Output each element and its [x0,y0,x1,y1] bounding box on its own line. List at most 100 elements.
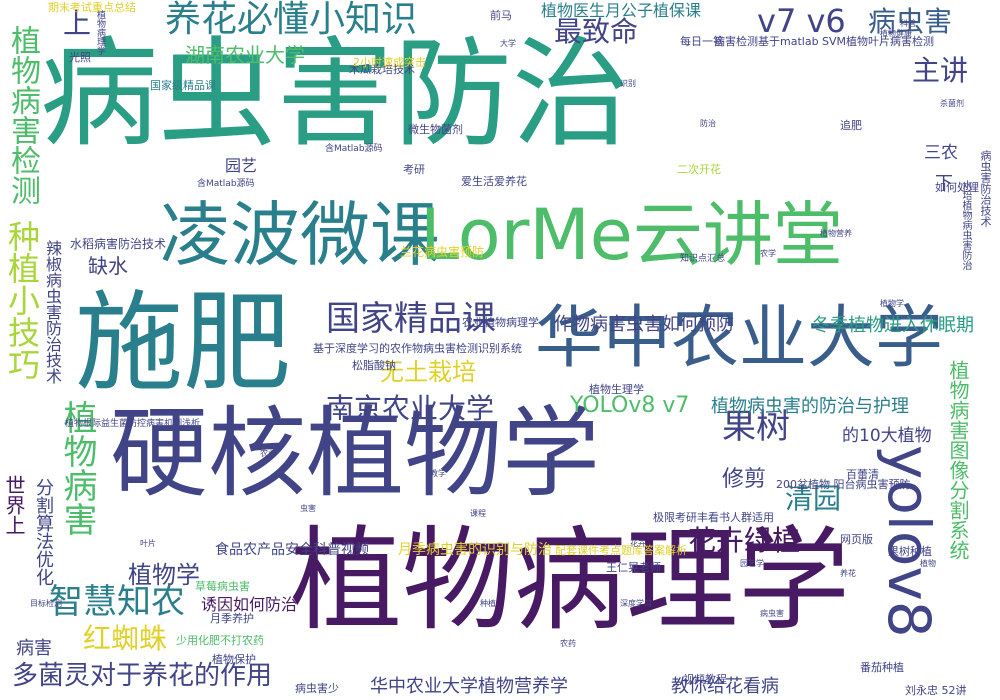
cloud-word: 叶片 [140,539,156,548]
cloud-word: 大学 [500,39,516,48]
cloud-word: 园艺学 [740,559,764,568]
cloud-word: 极限考研丰看书人群适用 [653,511,774,524]
cloud-word: 王仁晃老师 [606,561,661,574]
cloud-word: 凌波微课 [160,194,440,276]
cloud-word: v7 v6 [757,2,846,40]
cloud-word: 视频教程 [683,673,727,686]
cloud-word: 含Matlab源码 [197,179,255,189]
cloud-word: 花卉 [630,539,646,548]
cloud-word: 追肥 [840,119,862,132]
cloud-word: 植物生理学 [589,383,644,396]
cloud-word: 月季病虫害的识别与防治 [398,542,552,558]
cloud-word: 三农 [924,143,958,163]
cloud-word: 植物病虫害的防治与护理 [711,396,909,417]
cloud-word: 病虫害防治技术 [979,150,992,227]
cloud-word: 清园 [785,482,842,515]
cloud-word: 前马 [490,9,512,22]
cloud-word: 上 [63,7,92,40]
cloud-word: 病虫害防治 [40,25,631,163]
cloud-word: 辣椒病虫害防治技术 [43,240,62,384]
cloud-word: 农业植物病理学 [462,316,539,329]
cloud-word: 教学 [430,469,446,478]
cloud-word: 200盆植物 阳台病虫害预防 [776,478,911,491]
cloud-word: 湖南农业大学 [185,43,305,67]
cloud-word: 月季养护 [210,612,254,625]
cloud-word: 修剪 [722,467,767,492]
cloud-word: 植物学 [128,561,200,589]
cloud-word: 木瓜栽培技术 [349,63,415,76]
cloud-word: 含Matlab源码 [325,144,383,154]
cloud-word: 植物病害图像分割系统 [946,360,970,560]
cloud-word: 植物病理学 [95,10,105,55]
cloud-word: 果树种植 [888,545,932,558]
cloud-word: 植物健康 [880,29,912,38]
cloud-word: 智慧知农 [49,582,185,622]
cloud-word: 兰花病虫害预防 [400,245,485,259]
cloud-word: 诱因如何防治 [201,595,298,614]
cloud-word: 下 [935,173,953,194]
cloud-word: 虫害 [300,504,316,513]
cloud-word: 花卉绿植 [688,524,801,557]
cloud-word: 植物医生月公子植保课 [541,1,702,20]
cloud-word: 病虫害 [760,609,784,618]
cloud-word: 农药 [560,639,576,648]
cloud-word: 植物病理学 [290,516,850,646]
cloud-word: 世界上 [2,475,26,535]
cloud-word: 杀菌剂 [940,99,964,108]
cloud-word: 硬核植物学 [110,397,601,511]
cloud-word: 红蜘蛛 [83,622,168,655]
cloud-word: 病虫害少 [295,682,339,695]
cloud-word: 种植小技巧 [3,220,41,380]
cloud-word: 知识点汇总 [680,254,726,264]
cloud-word: 分割算法优化 [33,478,54,586]
cloud-word: 缺水 [88,254,128,278]
cloud-word: 养花 [840,569,856,578]
cloud-word: 如何处理 [935,181,979,194]
cloud-word: 国家级精品课 [150,79,216,92]
cloud-word: 华中农业大学 [535,299,944,378]
cloud-word: 多菌灵对于养花的作用 [12,661,273,691]
cloud-word: 病虫害 [868,5,953,38]
cloud-word: yolov8 [875,445,943,638]
cloud-word: 养花必懂小知识 [165,0,418,40]
cloud-word: 微生物菌剂 [408,123,463,136]
cloud-word: 冬季植物进入休眠期 [812,315,974,336]
cloud-word: 课程 [470,509,486,518]
cloud-word: 种植 [480,599,496,608]
cloud-word: 作物病害虫害如何预防 [554,314,734,335]
cloud-word: 少用化肥不打农药 [176,634,264,647]
cloud-word: 光照 [69,51,91,64]
cloud-word: 植物病害检测 [5,25,40,205]
cloud-word: 果树 [722,407,790,447]
cloud-word: 主讲 [912,54,969,87]
cloud-word: LorMe云讲堂 [420,194,843,276]
cloud-word: 爱生活爱养花 [461,175,527,188]
cloud-word: 基于深度学习的农作物病虫害检测识别系统 [313,342,522,355]
cloud-word: 农学 [760,249,776,258]
cloud-word: 配套课件考点题库答案解析 [555,544,687,557]
cloud-word: 每日一答 [680,35,724,48]
cloud-word: 水稻病害防治技术 [70,237,167,251]
cloud-word: 园艺 [225,156,258,175]
cloud-word: 防治 [700,119,716,128]
cloud-word: 植物 [920,559,936,568]
cloud-word: 草莓病虫害 [195,580,250,593]
cloud-word: 病害 [16,638,52,659]
cloud-word: 植物保护 [212,653,256,666]
cloud-word: 松脂酸钠 [352,359,396,372]
cloud-word: 植物根际益生菌防控病害机制浅析 [65,419,201,429]
cloud-word: 最致命 [554,15,639,48]
cloud-word: 施肥 [75,281,292,406]
cloud-word: 教你给花看病 [671,676,779,697]
cloud-word: 农业 [260,449,276,458]
cloud-word: 2小时速成突击 [353,56,426,69]
cloud-word: 番茄种植 [860,661,904,674]
cloud-word: 百蕾清 [846,468,879,481]
cloud-word: 病害检测基于matlab SVM植物叶片病害检测 [714,35,935,48]
cloud-word: 食品农产品安全科普视频 [215,542,369,558]
cloud-word: 考研 [403,163,425,176]
cloud-word: YOLOv8 v7 [570,393,690,418]
cloud-word: 科普 [900,19,916,28]
cloud-word: 期末考试重点总结 [48,1,136,14]
